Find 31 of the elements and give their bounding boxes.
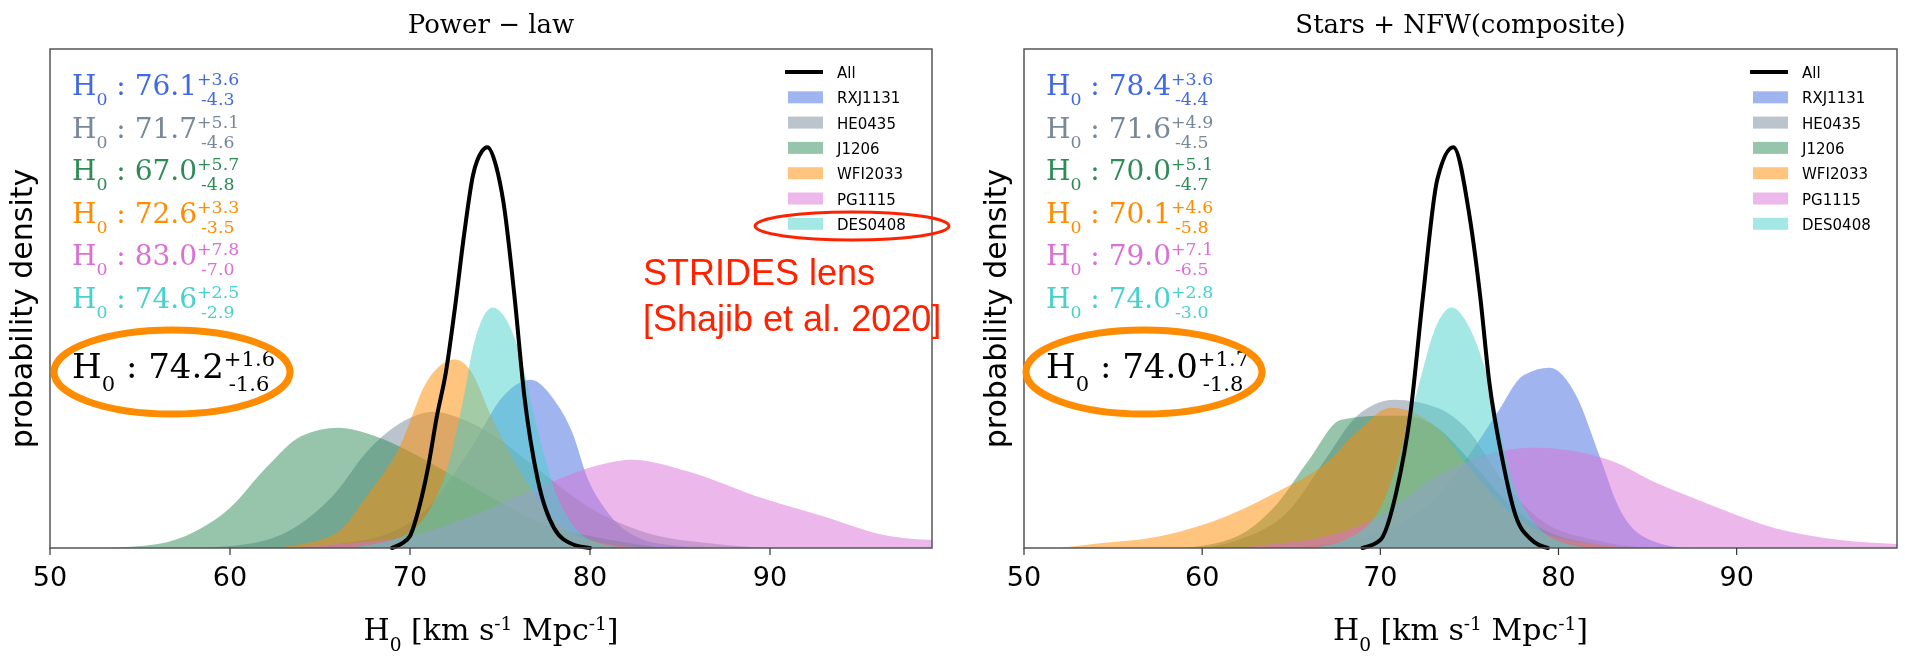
legend-label: HE0435 [1802, 114, 1861, 133]
legend-label: J1206 [836, 139, 880, 158]
legend-label: All [1802, 64, 1821, 82]
legend-label: All [837, 64, 856, 82]
legend-label: HE0435 [837, 114, 896, 133]
legend-label: PG1115 [837, 190, 896, 209]
x-tick-label: 50 [1006, 561, 1042, 592]
x-tick-label: 50 [32, 561, 68, 592]
annotation: STRIDES lens [Shajib et al. 2020] [643, 252, 942, 339]
legend-label: RXJ1131 [837, 89, 901, 108]
legend-label: J1206 [1801, 139, 1845, 158]
legend-label: WFI2033 [1802, 165, 1869, 184]
x-tick-label: 60 [212, 561, 248, 592]
legend-label: WFI2033 [837, 165, 904, 184]
y-axis-title: probability density [4, 168, 39, 449]
x-tick-label: 90 [752, 561, 788, 592]
x-tick-label: 80 [572, 561, 608, 592]
x-tick-label: 80 [1541, 561, 1576, 592]
chart-title: Stars + NFW(composite) [1295, 9, 1626, 39]
x-tick-label: 60 [1184, 561, 1220, 592]
legend-label: DES0408 [1802, 215, 1871, 234]
legend-label: PG1115 [1802, 190, 1861, 209]
x-tick-label: 90 [1719, 561, 1754, 592]
x-axis-title: H$_{0}$ [km s$^{-1}$ Mpc$^{-1}$] [1332, 612, 1589, 655]
x-tick-label: 70 [1363, 561, 1398, 592]
legend-label: DES0408 [837, 215, 906, 234]
legend-label: RXJ1131 [1802, 89, 1866, 108]
x-tick-label: 70 [392, 561, 428, 592]
x-axis-title: H$_{0}$ [km s$^{-1}$ Mpc$^{-1}$] [363, 612, 619, 655]
chart-title: Power − law [407, 9, 575, 39]
y-axis-title: probability density [978, 168, 1013, 449]
